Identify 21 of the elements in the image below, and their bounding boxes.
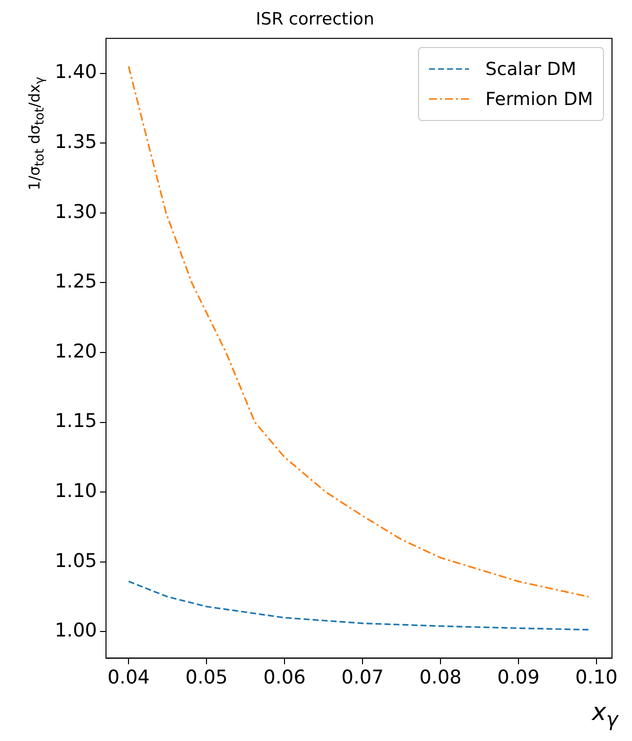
x-tick-label: 0.04 <box>107 666 150 689</box>
chart-title: ISR correction <box>256 10 374 30</box>
x-tick-label: 0.09 <box>497 666 540 689</box>
x-axis-title: x$_{γ}$ <box>592 698 618 731</box>
legend-label: Fermion DM <box>485 88 593 110</box>
x-tick-label: 0.07 <box>341 666 384 689</box>
y-tick-label: 1.25 <box>54 270 97 293</box>
y-tick-label: 1.10 <box>54 480 97 502</box>
y-tick-label: 1.35 <box>54 131 97 154</box>
x-tick-label: 0.06 <box>263 666 306 689</box>
y-tick-label: 1.00 <box>54 620 97 642</box>
y-tick-label: 1.30 <box>54 200 97 223</box>
y-tick-label: 1.05 <box>54 550 97 572</box>
y-tick-label: 1.40 <box>54 61 97 84</box>
line-series <box>128 580 590 631</box>
x-tick-label: 0.05 <box>185 666 228 689</box>
y-tick-label: 1.20 <box>54 340 97 362</box>
legend-label: Scalar DM <box>485 58 576 80</box>
x-tick-label: 0.08 <box>419 666 462 689</box>
x-tick-label: 0.10 <box>575 666 618 689</box>
y-tick-label: 1.15 <box>54 410 97 432</box>
